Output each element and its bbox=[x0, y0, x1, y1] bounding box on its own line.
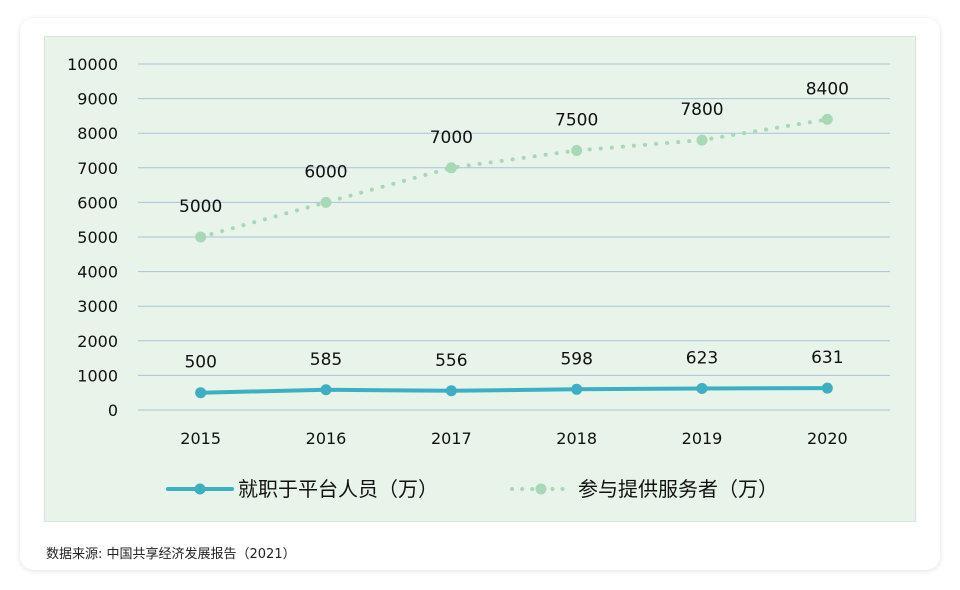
y-tick-label: 8000 bbox=[77, 124, 118, 143]
y-tick-label: 4000 bbox=[77, 263, 118, 282]
data-label: 631 bbox=[811, 348, 843, 368]
x-tick-label: 2016 bbox=[306, 429, 347, 448]
y-tick-label: 2000 bbox=[77, 332, 118, 351]
legend-label-2: 参与提供服务者（万） bbox=[578, 477, 778, 501]
data-label: 5000 bbox=[179, 197, 222, 217]
data-label: 556 bbox=[435, 351, 467, 371]
data-label: 7000 bbox=[430, 128, 473, 148]
data-point bbox=[445, 385, 457, 397]
x-tick-label: 2019 bbox=[682, 429, 723, 448]
data-point bbox=[696, 134, 708, 146]
data-point bbox=[320, 196, 332, 208]
x-tick-label: 2015 bbox=[180, 429, 221, 448]
x-tick-label: 2018 bbox=[556, 429, 597, 448]
y-tick-label: 9000 bbox=[77, 90, 118, 109]
data-point bbox=[320, 384, 332, 396]
data-label: 8400 bbox=[806, 79, 849, 99]
legend-label-1: 就职于平台人员（万） bbox=[238, 477, 438, 501]
y-tick-label: 5000 bbox=[77, 228, 118, 247]
data-label: 585 bbox=[310, 350, 342, 370]
data-point bbox=[696, 382, 708, 394]
data-point bbox=[195, 387, 207, 399]
y-tick-label: 3000 bbox=[77, 297, 118, 316]
legend-marker-2 bbox=[535, 483, 547, 495]
data-label: 7800 bbox=[680, 100, 723, 120]
data-point bbox=[571, 383, 583, 395]
data-label: 7500 bbox=[555, 111, 598, 131]
x-tick-label: 2017 bbox=[431, 429, 472, 448]
data-label: 6000 bbox=[304, 162, 347, 182]
data-point bbox=[821, 382, 833, 394]
data-label: 500 bbox=[184, 353, 216, 373]
x-tick-label: 2020 bbox=[807, 429, 848, 448]
data-source-note: 数据来源: 中国共享经济发展报告（2021） bbox=[46, 547, 296, 562]
data-point bbox=[195, 231, 207, 243]
data-point bbox=[571, 145, 583, 156]
y-tick-label: 1000 bbox=[77, 366, 118, 385]
y-tick-label: 10000 bbox=[67, 55, 118, 74]
series-line-2 bbox=[198, 117, 830, 239]
y-tick-label: 7000 bbox=[77, 159, 118, 178]
y-tick-label: 0 bbox=[108, 401, 118, 420]
data-point bbox=[821, 113, 833, 125]
data-label: 598 bbox=[560, 349, 592, 369]
data-point bbox=[445, 162, 457, 174]
legend-marker-1 bbox=[194, 483, 206, 495]
data-label: 623 bbox=[686, 348, 718, 368]
y-tick-label: 6000 bbox=[77, 193, 118, 212]
plot-area bbox=[44, 36, 916, 522]
series-line-1 bbox=[198, 386, 830, 395]
